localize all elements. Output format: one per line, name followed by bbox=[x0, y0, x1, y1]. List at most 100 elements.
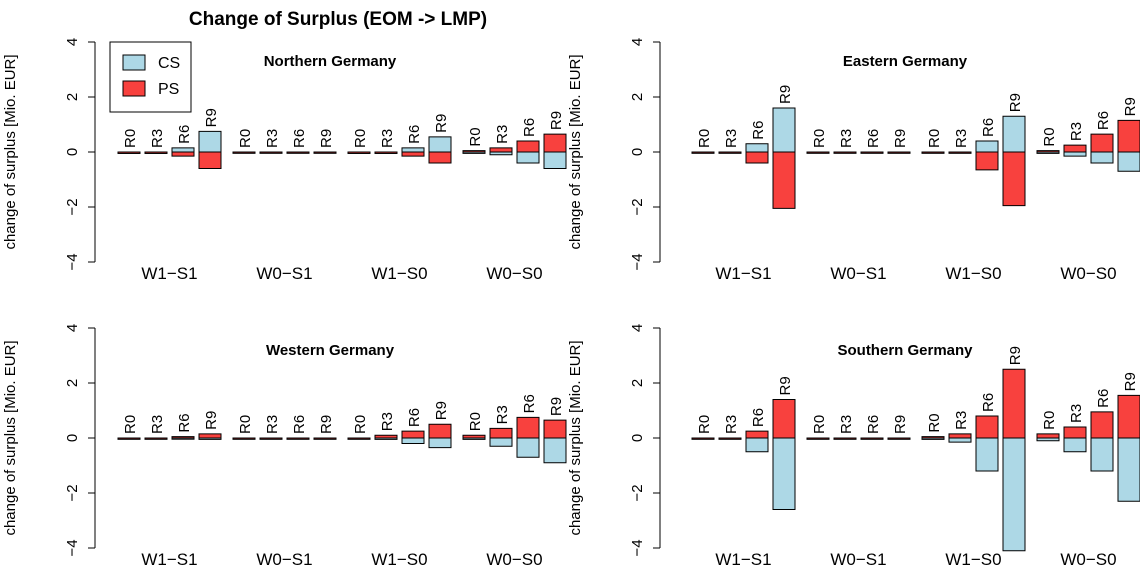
bar-cs bbox=[1002, 437, 1026, 552]
bar-ps bbox=[286, 437, 310, 440]
bar-ps bbox=[948, 151, 972, 154]
bar-label: R3 bbox=[1068, 122, 1085, 141]
bar-ps bbox=[232, 151, 256, 154]
group-label: W1−S1 bbox=[715, 264, 771, 283]
group-label: W0−S1 bbox=[830, 264, 886, 283]
bar-cs bbox=[401, 437, 425, 444]
y-tick-label: 4 bbox=[629, 324, 646, 332]
bar-cs bbox=[462, 437, 486, 440]
bar-label: R0 bbox=[122, 415, 139, 434]
bar-ps bbox=[806, 437, 830, 440]
y-axis-title: change of surplus [Mio. EUR] bbox=[567, 340, 584, 535]
bar-ps bbox=[543, 133, 567, 153]
bar-cs bbox=[772, 107, 796, 153]
bar-label: R9 bbox=[433, 114, 450, 133]
panel-title: Eastern Germany bbox=[843, 53, 968, 70]
bar-label: R0 bbox=[811, 415, 828, 434]
y-axis-title: change of surplus [Mio. EUR] bbox=[567, 54, 584, 249]
bar-label: R6 bbox=[750, 408, 767, 427]
bar-label: R3 bbox=[723, 415, 740, 434]
bar-label: R0 bbox=[696, 129, 713, 148]
group-label: W1−S0 bbox=[371, 264, 427, 283]
bar-label: R3 bbox=[953, 129, 970, 148]
bar-cs bbox=[516, 437, 540, 458]
group-label: W0−S0 bbox=[486, 264, 542, 283]
bar-ps bbox=[975, 415, 999, 439]
group-label: W1−S1 bbox=[715, 550, 771, 569]
bar-label: R6 bbox=[1095, 111, 1112, 130]
y-tick-label: −2 bbox=[629, 484, 646, 501]
bar-ps bbox=[144, 151, 168, 154]
y-axis-title: change of surplus [Mio. EUR] bbox=[2, 340, 19, 535]
bar-ps bbox=[171, 151, 195, 157]
bar-cs bbox=[1063, 437, 1087, 453]
bar-ps bbox=[232, 437, 256, 440]
bar-label: R3 bbox=[838, 129, 855, 148]
bar-ps bbox=[860, 151, 884, 154]
group-label: W0−S1 bbox=[830, 550, 886, 569]
panel-title: Western Germany bbox=[266, 342, 395, 359]
bar-ps bbox=[313, 437, 337, 440]
panel-western-germany: −4 −2 0 2 4 change of surplus [Mio. EUR] Weste… bbox=[2, 324, 567, 569]
bar-cs bbox=[171, 437, 195, 440]
bar-ps bbox=[887, 437, 911, 440]
bar-ps bbox=[374, 151, 398, 154]
bar-label: R0 bbox=[352, 415, 369, 434]
legend-swatch-cs bbox=[122, 54, 146, 71]
bar-cs bbox=[772, 437, 796, 510]
group-label: W1−S1 bbox=[141, 550, 197, 569]
bar-label: R0 bbox=[1041, 411, 1058, 430]
bar-ps bbox=[543, 419, 567, 439]
bar-label: R3 bbox=[264, 129, 281, 148]
group-label: W1−S0 bbox=[371, 550, 427, 569]
bar-ps bbox=[313, 151, 337, 154]
bar-label: R9 bbox=[892, 129, 909, 148]
bar-label: R0 bbox=[926, 129, 943, 148]
bar-ps bbox=[745, 151, 769, 164]
bar-cs bbox=[401, 147, 425, 153]
group-label: W0−S0 bbox=[486, 550, 542, 569]
panel-southern-germany: −4 −2 0 2 4 change of surplus [Mio. EUR] South… bbox=[567, 324, 1140, 569]
bar-cs bbox=[428, 136, 452, 153]
bar-ps bbox=[1090, 133, 1114, 153]
bar-label: R9 bbox=[433, 401, 450, 420]
y-tick-label: −4 bbox=[629, 539, 646, 556]
bar-cs bbox=[543, 437, 567, 464]
y-tick-label: 0 bbox=[64, 434, 81, 442]
bar-ps bbox=[806, 151, 830, 154]
bar-label: R9 bbox=[892, 415, 909, 434]
bar-label: R9 bbox=[1122, 97, 1139, 116]
bar-ps bbox=[347, 151, 371, 154]
bar-ps bbox=[860, 437, 884, 440]
bar-cs bbox=[1090, 437, 1114, 472]
bar-ps bbox=[428, 151, 452, 164]
bar-label: R6 bbox=[980, 118, 997, 137]
bar-label: R3 bbox=[379, 129, 396, 148]
panel-title: Southern Germany bbox=[837, 342, 973, 359]
bar-label: R6 bbox=[176, 413, 193, 432]
bar-ps bbox=[921, 436, 945, 439]
bar-label: R0 bbox=[811, 129, 828, 148]
y-axis-title: change of surplus [Mio. EUR] bbox=[2, 54, 19, 249]
group-label: W1−S1 bbox=[141, 264, 197, 283]
legend: CS PS bbox=[109, 41, 192, 113]
bar-ps bbox=[259, 437, 283, 440]
bar-ps bbox=[117, 151, 141, 154]
legend-label-ps: PS bbox=[158, 81, 179, 98]
y-tick-label: −4 bbox=[629, 253, 646, 270]
y-tick-label: 0 bbox=[629, 434, 646, 442]
y-tick-label: −4 bbox=[64, 539, 81, 556]
legend-swatch-ps bbox=[122, 80, 146, 97]
y-tick-label: 0 bbox=[64, 148, 81, 156]
bar-label: R6 bbox=[750, 121, 767, 140]
bar-label: R9 bbox=[1007, 93, 1024, 112]
bar-cs bbox=[1117, 151, 1140, 172]
bar-label: R3 bbox=[838, 415, 855, 434]
panel-northern-germany: −4 −2 0 2 4 change of surplus [Mio. EUR] North… bbox=[2, 38, 567, 283]
bar-ps bbox=[286, 151, 310, 154]
bar-label: R0 bbox=[926, 413, 943, 432]
bar-ps bbox=[691, 151, 715, 154]
bar-label: R3 bbox=[149, 415, 166, 434]
y-tick-label: 2 bbox=[64, 379, 81, 387]
